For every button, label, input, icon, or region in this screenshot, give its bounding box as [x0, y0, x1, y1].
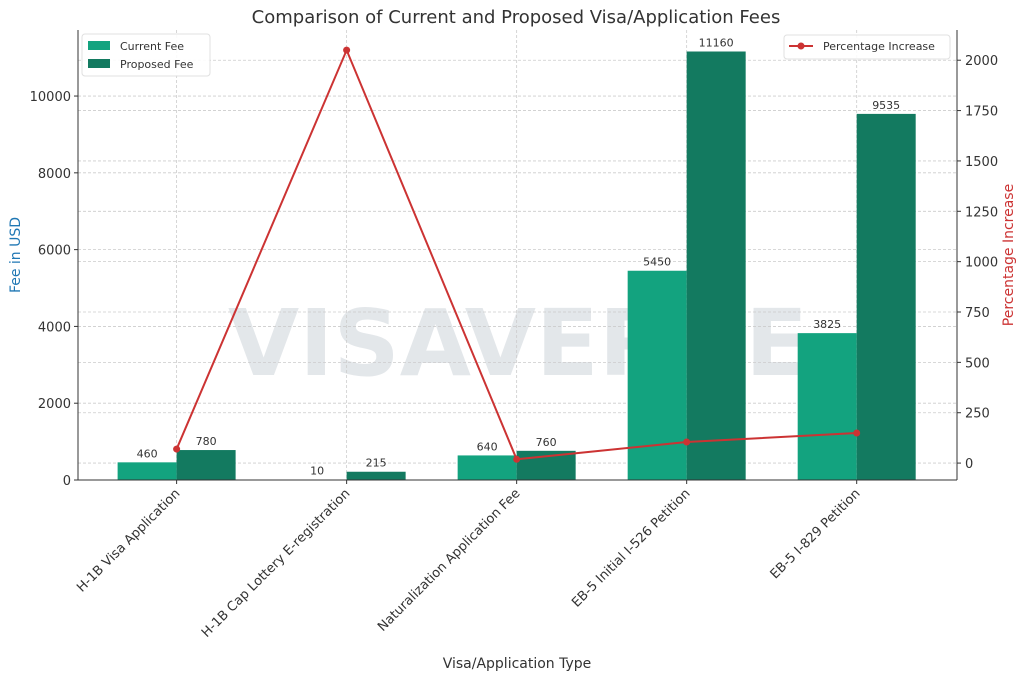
- legend-label-current: Current Fee: [120, 40, 184, 53]
- y-tick-label: 4000: [38, 320, 71, 335]
- y2-tick-label: 1500: [965, 155, 998, 170]
- y2-axis-label: Percentage Increase: [1001, 184, 1017, 326]
- y2-tick-label: 0: [965, 457, 973, 472]
- x-tick-label: H-1B Cap Lottery E-registration: [199, 486, 353, 640]
- x-tick-label: Naturalization Application Fee: [375, 486, 523, 634]
- y2-tick-label: 1000: [965, 256, 998, 271]
- y-tick-label: 10000: [30, 90, 71, 105]
- x-tick-label: EB-5 I-829 Petition: [768, 486, 864, 582]
- data-label: 3825: [813, 318, 841, 331]
- data-label: 760: [536, 436, 557, 449]
- bar-current-fee: [797, 333, 857, 480]
- chart-title: Comparison of Current and Proposed Visa/…: [252, 7, 781, 28]
- y2-tick-label: 750: [965, 306, 990, 321]
- y-tick-label: 8000: [38, 167, 71, 182]
- bar-current-fee: [627, 270, 687, 480]
- percentage-point: [853, 429, 861, 437]
- x-tick-label: H-1B Visa Application: [74, 486, 183, 595]
- legend-swatch-proposed: [88, 59, 110, 68]
- data-label: 780: [196, 435, 217, 448]
- y2-tick-label: 1250: [965, 205, 998, 220]
- data-label: 10: [310, 465, 324, 478]
- percentage-point: [343, 46, 351, 54]
- y2-tick-label: 250: [965, 407, 990, 422]
- data-label: 5450: [643, 256, 671, 269]
- legend-label-proposed: Proposed Fee: [120, 58, 194, 71]
- bar-current-fee: [117, 462, 177, 480]
- y-tick-label: 6000: [38, 244, 71, 259]
- legend-marker-percentage: [797, 42, 805, 50]
- y2-tick-label: 1750: [965, 105, 998, 120]
- bar-proposed-fee: [346, 471, 406, 480]
- y-axis-label: Fee in USD: [8, 217, 24, 293]
- data-label: 640: [477, 440, 498, 453]
- legend-swatch-current: [88, 41, 110, 50]
- percentage-point: [173, 445, 181, 453]
- x-tick-label: EB-5 Initial I-526 Petition: [569, 486, 693, 610]
- data-label: 215: [366, 457, 387, 470]
- y-tick-label: 2000: [38, 397, 71, 412]
- bar-proposed-fee: [176, 450, 236, 480]
- y2-tick-label: 2000: [965, 54, 998, 69]
- bar-current-fee: [457, 455, 517, 480]
- data-label: 460: [137, 447, 158, 460]
- y2-tick-label: 500: [965, 356, 990, 371]
- legend-label-percentage: Percentage Increase: [823, 40, 935, 53]
- data-label: 11160: [699, 37, 734, 50]
- legend-fees: Current Fee Proposed Fee: [81, 33, 211, 77]
- data-label: 9535: [872, 99, 900, 112]
- percentage-point: [513, 455, 521, 463]
- percentage-point: [683, 438, 691, 446]
- y-tick-label: 0: [63, 474, 71, 489]
- x-axis-label: Visa/Application Type: [443, 656, 592, 672]
- bar-proposed-fee: [856, 113, 916, 480]
- bar-proposed-fee: [686, 51, 746, 480]
- legend-percentage: Percentage Increase: [783, 34, 951, 60]
